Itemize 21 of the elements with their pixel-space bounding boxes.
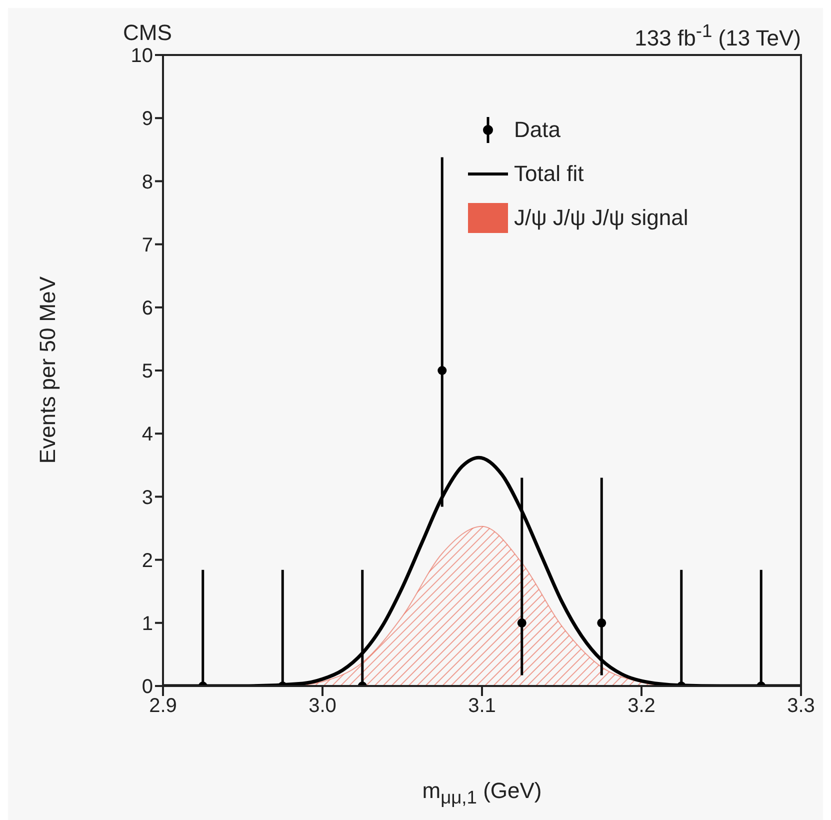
y-tick-label: 3 [142,486,153,509]
legend-label: Data [514,116,560,144]
y-tick-label: 10 [130,45,153,68]
y-tick-label: 9 [142,108,153,130]
y-tick-label: 5 [142,360,153,383]
legend-label: Total fit [514,160,584,188]
y-tick-label: 2 [142,550,153,572]
y-axis-title: Events per 50 MeV [35,274,61,466]
chart-title: CMS [123,20,172,46]
chart-subtitle: 133 fb$^{-1}$ (13 TeV) [634,20,801,52]
x-tick-label: 3.3 [787,695,815,718]
x-tick-label: 3.1 [468,695,496,718]
y-tick-label: 1 [142,613,153,635]
x-tick-label: 3.2 [628,695,656,718]
y-tick-label: 8 [142,171,153,194]
y-tick-label: 7 [142,234,153,256]
x-tick-label: 3.0 [308,695,336,718]
y-tick-label: 6 [142,298,153,320]
y-tick-label: 4 [142,424,153,446]
legend-label: J/ψ J/ψ J/ψ signal [514,204,688,232]
x-axis-title: m$_{μμ,1}$ (GeV) [421,778,543,808]
